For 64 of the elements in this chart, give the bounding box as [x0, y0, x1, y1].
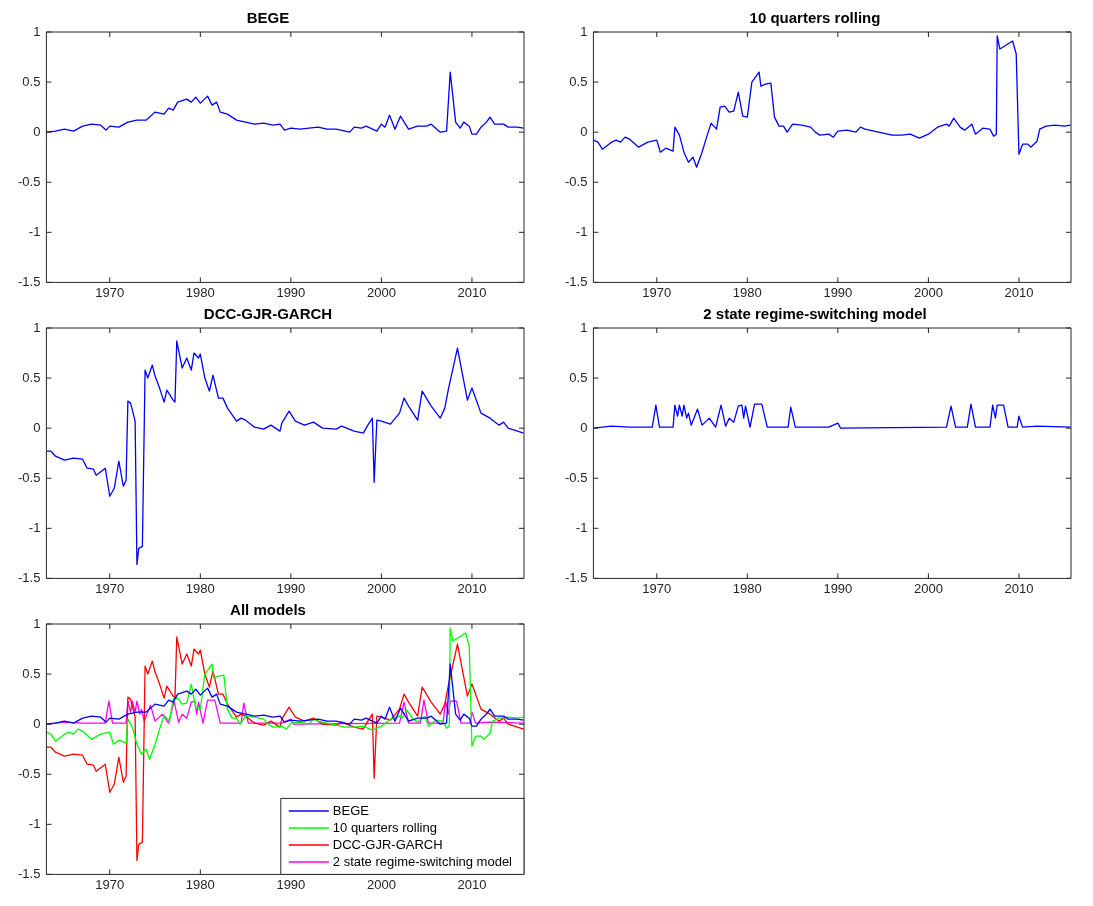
y-tick-label: -0.5 [17, 765, 41, 781]
x-tick-label: 1970 [95, 876, 125, 892]
x-tick-label: 2000 [366, 284, 396, 300]
x-tick-label: 2010 [1004, 284, 1034, 300]
x-tick-label: 1980 [185, 284, 215, 300]
y-tick-label: 0.5 [22, 369, 41, 385]
chart-title: BEGE [246, 9, 290, 27]
y-tick-label: 1 [33, 319, 41, 335]
y-tick-label: -1.5 [17, 865, 41, 881]
y-tick-label: -1.5 [564, 273, 588, 289]
x-tick-label: 1980 [185, 876, 215, 892]
x-tick-label: 2010 [457, 580, 487, 596]
x-tick-label: 2010 [457, 284, 487, 300]
chart-title: DCC-GJR-GARCH [203, 305, 333, 323]
x-tick-label: 1990 [823, 284, 853, 300]
x-tick-label: 2010 [457, 876, 487, 892]
x-tick-label: 1970 [642, 284, 672, 300]
chart-title: 2 state regime-switching model [703, 305, 927, 323]
x-tick-label: 2000 [913, 580, 943, 596]
x-tick-label: 1990 [276, 580, 306, 596]
legend-label: 2 state regime-switching model [332, 854, 513, 870]
x-tick-label: 1990 [276, 876, 306, 892]
y-tick-label: 0 [33, 419, 41, 435]
x-tick-label: 1990 [276, 284, 306, 300]
y-tick-label: 1 [33, 615, 41, 631]
legend-label: BEGE [332, 803, 370, 819]
x-tick-label: 1970 [95, 580, 125, 596]
y-tick-label: -1 [28, 223, 41, 239]
y-tick-label: -0.5 [17, 469, 41, 485]
chart-title: All models [230, 601, 306, 619]
x-tick-label: 2000 [366, 580, 396, 596]
y-tick-label: 0 [33, 123, 41, 139]
x-tick-label: 2010 [1004, 580, 1034, 596]
y-tick-label: 0.5 [22, 665, 41, 681]
x-tick-label: 2000 [366, 876, 396, 892]
y-tick-label: 0.5 [569, 73, 588, 89]
x-tick-label: 1970 [95, 284, 125, 300]
x-tick-label: 1980 [732, 580, 762, 596]
legend-label: DCC-GJR-GARCH [332, 837, 443, 853]
chart-title: 10 quarters rolling [749, 9, 881, 27]
y-tick-label: 0 [580, 419, 588, 435]
y-tick-label: -1 [28, 519, 41, 535]
y-tick-label: 1 [580, 23, 588, 39]
x-tick-label: 1970 [642, 580, 672, 596]
x-tick-label: 1980 [732, 284, 762, 300]
y-tick-label: -1.5 [17, 569, 41, 585]
y-tick-label: 0 [580, 123, 588, 139]
y-tick-label: -0.5 [564, 469, 588, 485]
x-tick-label: 1990 [823, 580, 853, 596]
legend-label: 10 quarters rolling [332, 820, 437, 836]
y-tick-label: -1.5 [17, 273, 41, 289]
y-tick-label: -1 [575, 519, 588, 535]
y-tick-label: -0.5 [564, 173, 588, 189]
y-tick-label: -1 [575, 223, 588, 239]
y-tick-label: -1.5 [564, 569, 588, 585]
y-tick-label: -0.5 [17, 173, 41, 189]
y-tick-label: 1 [33, 23, 41, 39]
y-tick-label: -1 [28, 815, 41, 831]
y-tick-label: 0.5 [569, 369, 588, 385]
y-tick-label: 1 [580, 319, 588, 335]
x-tick-label: 1980 [185, 580, 215, 596]
y-tick-label: 0.5 [22, 73, 41, 89]
x-tick-label: 2000 [913, 284, 943, 300]
y-tick-label: 0 [33, 715, 41, 731]
